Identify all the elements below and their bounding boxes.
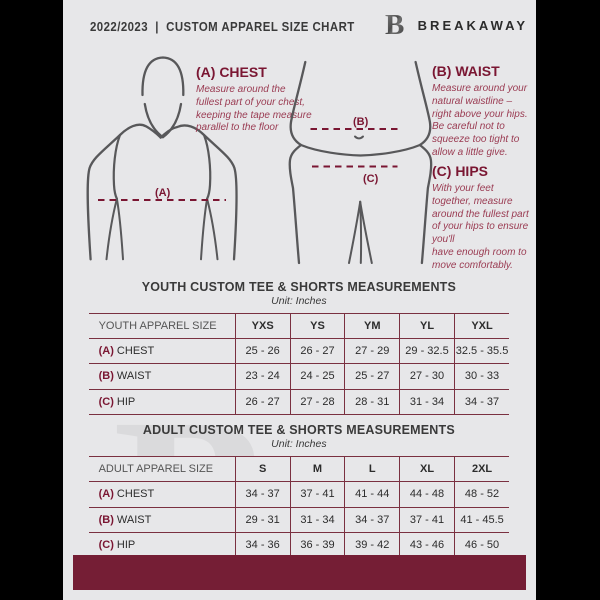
svg-text:(C): (C) [363,173,379,185]
svg-text:(B): (B) [353,116,369,128]
